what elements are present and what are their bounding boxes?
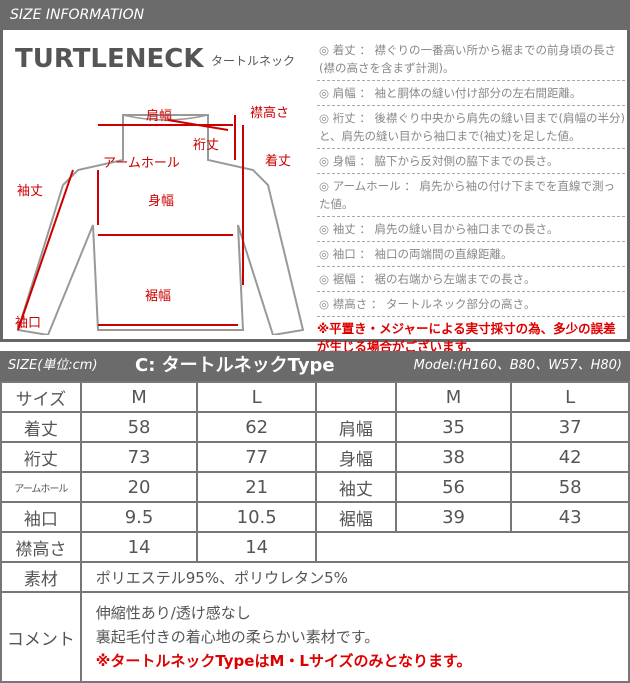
- cell: 21: [196, 471, 318, 503]
- cell: [315, 381, 397, 413]
- cell: 素材: [0, 561, 82, 593]
- desc-item: ◎ 着丈 ： 襟ぐりの一番高い所から裾までの前身頃の長さ(襟の高さを含まず計測)…: [317, 38, 625, 81]
- desc-item: ◎ 肩幅 ： 袖と胴体の縫い付け部分の左右間距離。: [317, 81, 625, 106]
- cell: 39: [394, 501, 513, 533]
- cell: M: [79, 381, 199, 413]
- cell: 58: [510, 471, 630, 503]
- model-label: Model:(H160、B80、W57、H80): [413, 358, 622, 373]
- cell: L: [510, 381, 630, 413]
- label-hem: 裾幅: [145, 289, 172, 304]
- cell: 14: [79, 531, 199, 563]
- cell: L: [196, 381, 318, 413]
- desc-item: ◎ 裾幅 ： 裾の右端から左端までの長さ。: [317, 267, 625, 292]
- cell: サイズ: [0, 381, 82, 413]
- desc-item: ◎ 裄丈 ： 後襟ぐり中央から肩先の縫い目まで(肩幅の半分)と、肩先の縫い目から…: [317, 106, 625, 149]
- cell: 35: [394, 411, 513, 443]
- size-table: サイズ M L M L 着丈 58 62 肩幅 35 37 裄丈 73 77 身幅 38 42 アームホール…: [0, 381, 630, 683]
- label-cuff: 袖口: [15, 316, 42, 331]
- desc-item: ◎ 袖口 ： 袖口の両端間の直線距離。: [317, 242, 625, 267]
- table-row: 裄丈 73 77 身幅 38 42: [0, 441, 630, 473]
- cell: 38: [394, 441, 513, 473]
- cell: アームホール: [0, 471, 82, 503]
- size-information-header: SIZE INFORMATION: [0, 0, 630, 30]
- cell: 袖丈: [315, 471, 397, 503]
- empty-cell: [315, 531, 630, 563]
- label-yuki: 裄丈: [193, 138, 220, 153]
- desc-item: ◎ 身幅 ： 脇下から反対側の脇下までの長さ。: [317, 149, 625, 174]
- table-row: 着丈 58 62 肩幅 35 37: [0, 411, 630, 443]
- size-info-panel: TURTLENECK タートルネック 肩幅 襟高さ 裄丈 アームホール 着丈 袖…: [0, 30, 630, 354]
- cell: 37: [510, 411, 630, 443]
- material-row: 素材 ポリエステル95%、ポリウレタン5%: [0, 561, 630, 593]
- cell: 77: [196, 441, 318, 473]
- cell: 9.5: [79, 501, 199, 533]
- type-label: C: タートルネックType: [135, 355, 335, 376]
- cell: 14: [196, 531, 318, 563]
- cell: 73: [79, 441, 199, 473]
- table-row: 袖口 9.5 10.5 裾幅 39 43: [0, 501, 630, 533]
- table-row: サイズ M L M L: [0, 381, 630, 413]
- measurement-descriptions: ◎ 着丈 ： 襟ぐりの一番高い所から裾までの前身頃の長さ(襟の高さを含まず計測)…: [317, 38, 625, 356]
- cell: 43: [510, 501, 630, 533]
- desc-item: ◎ 袖丈 ： 肩先の縫い目から袖口までの長さ。: [317, 217, 625, 242]
- cell: 袖口: [0, 501, 82, 533]
- comment-value: 伸縮性あり/透け感なし 裏起毛付きの着心地の柔らかい素材です。 ※タートルネック…: [79, 591, 630, 683]
- measurement-warning: ※平置き・メジャーによる実寸採寸の為、多少の誤差が生じる場合がございます。: [317, 321, 616, 354]
- table-row: 襟高さ 14 14: [0, 531, 630, 563]
- cell: 58: [79, 411, 199, 443]
- label-body: 身幅: [148, 194, 175, 209]
- label-shoulder: 肩幅: [146, 109, 173, 124]
- cell: 着丈: [0, 411, 82, 443]
- label-sleeve: 袖丈: [17, 184, 44, 199]
- diagram-title: TURTLENECK: [15, 44, 204, 74]
- cell: 10.5: [196, 501, 318, 533]
- cell: 裄丈: [0, 441, 82, 473]
- label-collar: 襟高さ: [250, 106, 290, 121]
- comment-row: コメント 伸縮性あり/透け感なし 裏起毛付きの着心地の柔らかい素材です。 ※ター…: [0, 591, 630, 683]
- diagram-subtitle: タートルネック: [211, 54, 296, 68]
- cell: 裾幅: [315, 501, 397, 533]
- cell: コメント: [0, 591, 82, 683]
- comment-warning: ※タートルネックTypeはM・Lサイズのみとなります。: [95, 652, 472, 670]
- turtleneck-diagram: [16, 114, 305, 335]
- material-value: ポリエステル95%、ポリウレタン5%: [79, 561, 630, 593]
- desc-item: ◎ アームホール ： 肩先から袖の付け下までを直線で測った値。: [317, 174, 625, 217]
- cell: 62: [196, 411, 318, 443]
- label-length: 着丈: [265, 154, 292, 169]
- table-row: アームホール 20 21 袖丈 56 58: [0, 471, 630, 503]
- size-table-header: SIZE(単位:cm) C: タートルネックType Model:(H160、B…: [0, 351, 630, 381]
- cell: 襟高さ: [0, 531, 82, 563]
- comment-line: 伸縮性あり/透け感なし: [95, 604, 251, 622]
- label-armhole: アームホール: [103, 156, 180, 171]
- unit-label: SIZE(単位:cm): [8, 358, 98, 373]
- cell: 42: [510, 441, 630, 473]
- cell: 身幅: [315, 441, 397, 473]
- cell: 肩幅: [315, 411, 397, 443]
- cell: 20: [79, 471, 199, 503]
- comment-line: 裏起毛付きの着心地の柔らかい素材です。: [95, 628, 380, 646]
- cell: 56: [394, 471, 513, 503]
- cell: M: [394, 381, 513, 413]
- desc-item: ◎ 襟高さ ： タートルネック部分の高さ。: [317, 292, 625, 317]
